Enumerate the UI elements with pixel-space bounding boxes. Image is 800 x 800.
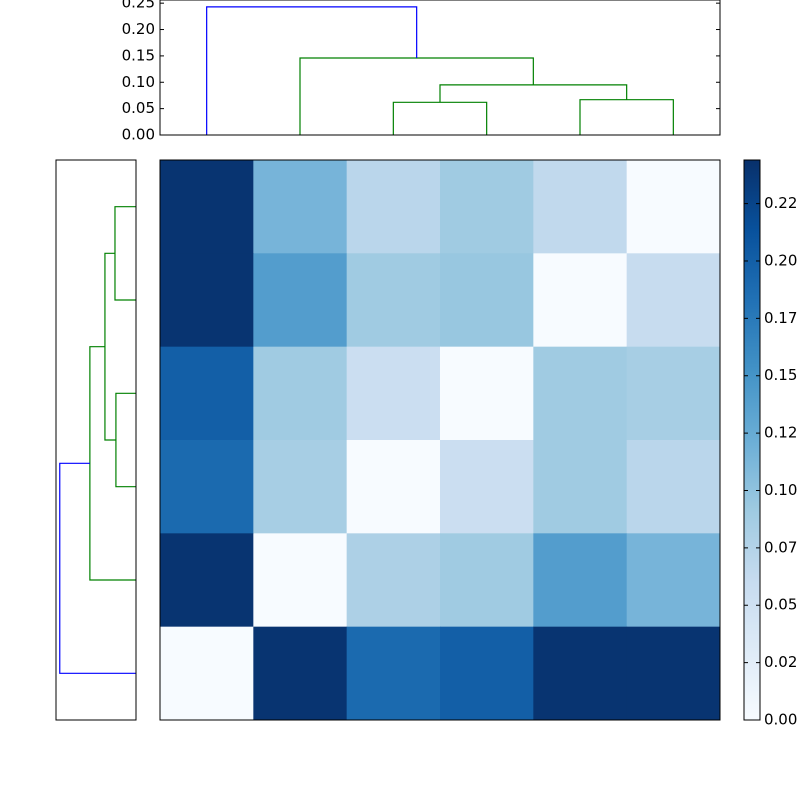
heatmap-cell — [346, 533, 441, 628]
dendrogram-link — [89, 346, 136, 581]
colorbar-tick-label: 0.00 — [764, 711, 797, 729]
dendrogram-link — [114, 206, 136, 301]
heatmap-cell — [346, 440, 441, 534]
heatmap-cell — [626, 346, 721, 441]
heatmap-cell — [533, 346, 628, 441]
dendrogram-frame — [159, 0, 721, 136]
heatmap-cell — [160, 440, 254, 534]
heatmap-cell — [440, 440, 534, 534]
heatmap-cell — [253, 440, 348, 534]
y-tick-label: 0.10 — [122, 73, 155, 91]
heatmap-cell — [253, 346, 348, 441]
heatmap-cell — [626, 253, 721, 348]
heatmap-cell — [626, 440, 721, 534]
heatmap-cell — [346, 626, 441, 721]
colorbar-tick-label: 0.10 — [764, 481, 797, 499]
heatmap-cell — [253, 533, 348, 628]
colorbar-tick-label: 0.02 — [764, 653, 797, 671]
heatmap-cell — [533, 253, 628, 348]
dendrogram-link — [206, 6, 418, 135]
heatmap-cell — [253, 626, 348, 721]
colorbar-tick-label: 0.07 — [764, 538, 797, 556]
heatmap-cell — [440, 253, 534, 348]
y-tick-label: 0.20 — [122, 20, 155, 38]
heatmap-cell — [533, 440, 628, 534]
dendrogram-link — [104, 252, 116, 441]
y-tick-label: 0.05 — [122, 99, 155, 117]
dendrogram-link — [579, 99, 674, 135]
heatmap-frame — [159, 159, 721, 721]
heatmap-cell — [440, 160, 534, 254]
heatmap-cell — [626, 160, 721, 254]
dendrogram-link — [115, 392, 136, 488]
heatmap-cell — [533, 626, 628, 721]
colorbar-tick-label: 0.20 — [764, 251, 797, 269]
dendrogram-link — [299, 57, 534, 135]
y-tick-label: 0.00 — [122, 126, 155, 144]
dendrogram-link — [59, 462, 136, 674]
colorbar-tick-label: 0.17 — [764, 309, 797, 327]
colorbar-tick-label: 0.05 — [764, 596, 797, 614]
y-tick-label: 0.25 — [122, 0, 155, 12]
heatmap-cell — [346, 346, 441, 441]
heatmap-cell — [253, 253, 348, 348]
heatmap-cell — [440, 533, 534, 628]
heatmap-cell — [160, 160, 254, 254]
dendrogram-link — [392, 101, 488, 135]
heatmap-cell — [346, 253, 441, 348]
heatmap-cell — [440, 346, 534, 441]
heatmap-cell — [346, 160, 441, 254]
colorbar — [743, 159, 761, 721]
heatmap-cell — [160, 533, 254, 628]
heatmap-cell — [533, 160, 628, 254]
heatmap-cell — [626, 626, 721, 721]
heatmap-cell — [440, 626, 534, 721]
heatmap-cell — [533, 533, 628, 628]
colorbar-tick-label: 0.22 — [764, 194, 797, 212]
heatmap-cell — [626, 533, 721, 628]
colorbar-tick-label: 0.15 — [764, 366, 797, 384]
heatmap-cell — [160, 253, 254, 348]
heatmap-cell — [160, 346, 254, 441]
dendrogram-frame — [55, 159, 137, 721]
heatmap-cell — [160, 626, 254, 721]
heatmap-cell — [253, 160, 348, 254]
colorbar-tick-label: 0.12 — [764, 424, 797, 442]
y-tick-label: 0.15 — [122, 46, 155, 64]
